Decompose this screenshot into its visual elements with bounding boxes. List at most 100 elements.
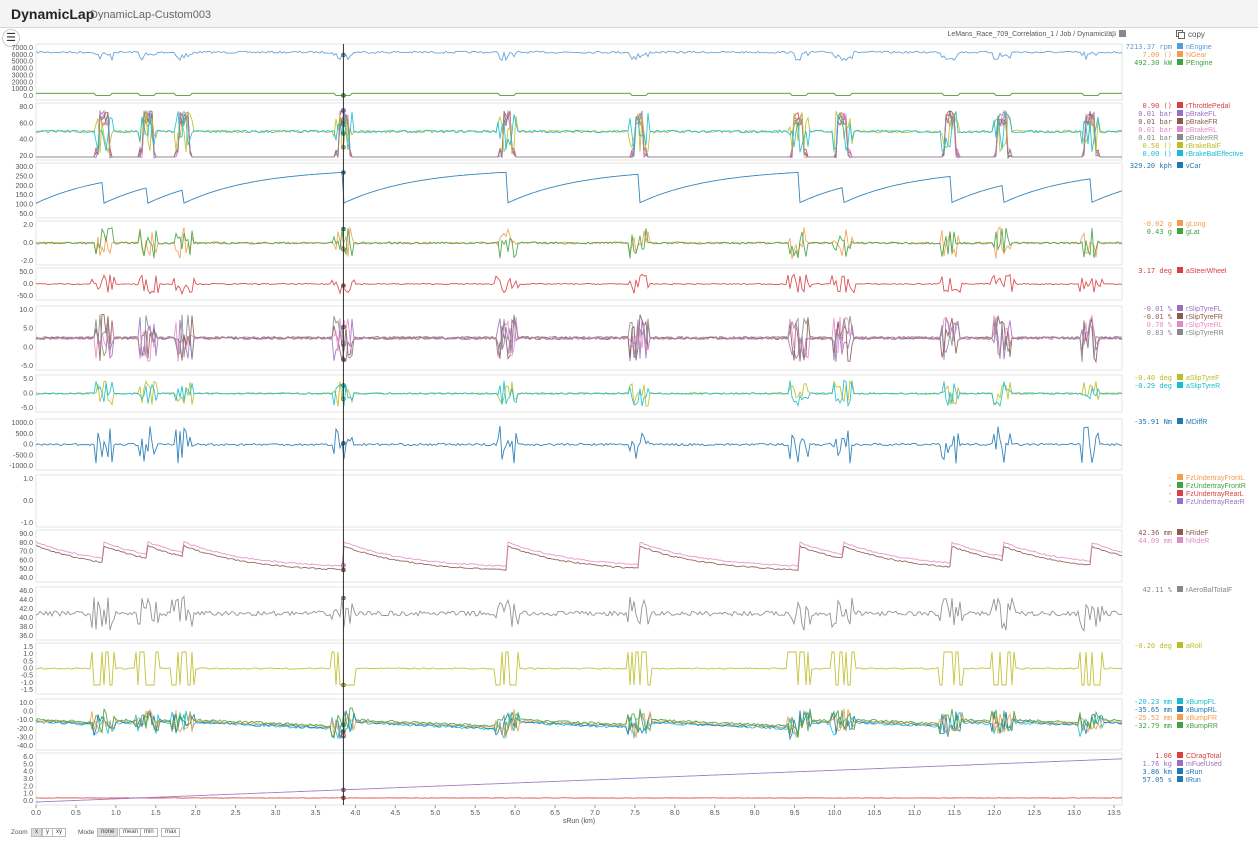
channel-value: -25.52 mm (1134, 714, 1172, 722)
y-tick-label: 5000.0 (12, 59, 34, 66)
channel-color-swatch[interactable] (1177, 752, 1183, 758)
channel-name: pBrakeRL (1186, 127, 1217, 134)
y-tick-label: -1.0 (21, 680, 33, 687)
mode-none-button[interactable]: none (97, 828, 119, 837)
channel-color-swatch[interactable] (1177, 267, 1183, 273)
trace-xbumpfl (35, 710, 1123, 740)
channel-color-swatch[interactable] (1177, 118, 1183, 124)
mode-mean-button[interactable]: mean (119, 828, 143, 837)
channel-color-swatch[interactable] (1177, 760, 1183, 766)
channel-color-swatch[interactable] (1177, 329, 1183, 335)
channel-color-swatch[interactable] (1177, 102, 1183, 108)
x-tick-label: 12.5 (1027, 810, 1041, 817)
channel-value: 0.83 % (1147, 329, 1173, 337)
y-tick-label: 3.0 (23, 776, 33, 783)
channel-color-swatch[interactable] (1177, 642, 1183, 648)
channel-name: NGear (1186, 52, 1207, 59)
panel-frame (35, 752, 1123, 806)
channel-value: 1.06 (1155, 752, 1172, 760)
trace-xbumpfr (35, 708, 1123, 739)
y-tick-label: 0.0 (23, 93, 33, 100)
breadcrumb[interactable]: LeMans_Race_709_Correlation_1 / Job / Dy… (947, 31, 1117, 38)
channel-color-swatch[interactable] (1177, 142, 1183, 148)
channel-color-swatch[interactable] (1177, 498, 1183, 504)
y-tick-label: -20.0 (17, 726, 33, 733)
channel-color-swatch[interactable] (1177, 374, 1183, 380)
y-tick-label: 0.0 (23, 344, 33, 351)
y-tick-label: 0.0 (23, 391, 33, 398)
channel-color-swatch[interactable] (1177, 313, 1183, 319)
channel-name: rBrakeBalEffective (1186, 151, 1244, 158)
channel-name: hRideF (1186, 530, 1209, 537)
channel-color-swatch[interactable] (1177, 529, 1183, 535)
y-tick-label: 0.0 (23, 442, 33, 449)
channel-color-swatch[interactable] (1177, 586, 1183, 592)
channel-color-swatch[interactable] (1177, 134, 1183, 140)
channel-color-swatch[interactable] (1177, 706, 1183, 712)
y-tick-label: 1.0 (23, 476, 33, 483)
channel-color-swatch[interactable] (1177, 51, 1183, 57)
channel-name: xBumpRR (1186, 723, 1218, 730)
copy-icon[interactable] (1176, 30, 1185, 39)
channel-color-swatch[interactable] (1177, 150, 1183, 156)
channel-color-swatch[interactable] (1177, 474, 1183, 480)
channel-value: 0.70 % (1147, 321, 1173, 329)
channel-color-swatch[interactable] (1177, 768, 1183, 774)
x-tick-label: 1.5 (151, 810, 161, 817)
channel-color-swatch[interactable] (1177, 698, 1183, 704)
channel-color-swatch[interactable] (1177, 220, 1183, 226)
channel-color-swatch[interactable] (1177, 305, 1183, 311)
channel-value: 3.17 deg (1138, 267, 1172, 275)
trace-cdragtotal (35, 797, 1123, 799)
x-tick-label: 3.5 (311, 810, 321, 817)
filter-dropdown-icon[interactable] (1103, 30, 1117, 38)
channel-value: - (1168, 474, 1172, 482)
copy-button[interactable]: copy (1188, 30, 1205, 39)
channel-color-swatch[interactable] (1177, 43, 1183, 49)
channel-color-swatch[interactable] (1177, 537, 1183, 543)
channel-value: 0.01 bar (1138, 118, 1172, 126)
telemetry-charts[interactable]: 7000.06000.05000.04000.03000.02000.01000… (0, 28, 1258, 826)
color-swatch[interactable] (1119, 30, 1126, 37)
channel-color-swatch[interactable] (1177, 228, 1183, 234)
channel-color-swatch[interactable] (1177, 59, 1183, 65)
x-tick-label: 7.0 (590, 810, 600, 817)
trace-aroll (35, 651, 1123, 686)
channel-name: FzUndertrayRearL (1186, 491, 1244, 498)
y-tick-label: 60.0 (19, 557, 33, 564)
y-tick-label: 5.0 (23, 326, 33, 333)
channel-value: 0.01 bar (1138, 134, 1172, 142)
channel-color-swatch[interactable] (1177, 714, 1183, 720)
channel-color-swatch[interactable] (1177, 126, 1183, 132)
hamburger-icon[interactable]: ☰ (2, 29, 20, 47)
y-tick-label: 36.0 (19, 633, 33, 640)
channel-value: -0.29 deg (1134, 382, 1172, 390)
channel-color-swatch[interactable] (1177, 321, 1183, 327)
y-tick-label: -5.0 (21, 405, 33, 412)
channel-color-swatch[interactable] (1177, 482, 1183, 488)
channel-name: aRoll (1186, 643, 1202, 650)
channel-value: 0.58 () (1142, 142, 1172, 150)
mode-max-button[interactable]: max (161, 828, 181, 837)
y-tick-label: -1.5 (21, 687, 33, 694)
channel-color-swatch[interactable] (1177, 418, 1183, 424)
y-tick-label: 0.0 (23, 240, 33, 247)
zoom-xy-button[interactable]: xy (52, 828, 66, 837)
mode-min-button[interactable]: min (140, 828, 158, 837)
channel-name: pBrakeRR (1186, 135, 1218, 142)
channel-color-swatch[interactable] (1177, 382, 1183, 388)
x-axis-label: sRun (km) (563, 818, 595, 825)
channel-name: FzUndertrayFrontR (1186, 483, 1246, 490)
channel-color-swatch[interactable] (1177, 110, 1183, 116)
channel-color-swatch[interactable] (1177, 490, 1183, 496)
channel-color-swatch[interactable] (1177, 162, 1183, 168)
channel-value: 0.43 g (1147, 228, 1172, 236)
channel-value: 57.05 s (1142, 776, 1172, 784)
channel-value: 0.01 bar (1138, 110, 1172, 118)
trace-xbumprl (35, 710, 1123, 741)
trace-raerobaltotalf (35, 595, 1123, 632)
channel-color-swatch[interactable] (1177, 776, 1183, 782)
zoom-x-button[interactable]: x (31, 828, 42, 837)
channel-color-swatch[interactable] (1177, 722, 1183, 728)
y-tick-label: 0.5 (23, 658, 33, 665)
